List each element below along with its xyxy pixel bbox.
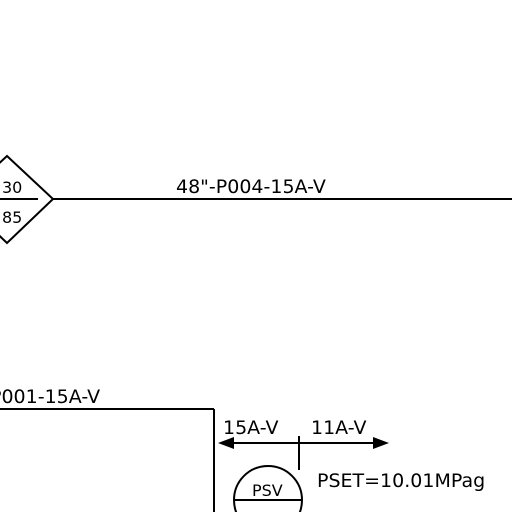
line-label-bottom: P001-15A-V xyxy=(0,386,100,408)
spec-break-left: 15A-V xyxy=(223,417,279,439)
spec-break-arrow-right xyxy=(373,437,389,449)
spec-break-right: 11A-V xyxy=(311,417,367,439)
diamond-symbol xyxy=(0,154,55,245)
spec-break-arrow-left xyxy=(218,437,234,449)
pset-note: PSET=10.01MPag xyxy=(317,470,485,492)
diamond-bottom-value: 85 xyxy=(2,208,22,227)
psv-tag: PSV xyxy=(252,481,283,500)
diamond-top-value: 30 xyxy=(2,178,22,197)
line-label-top: 48"-P004-15A-V xyxy=(176,176,326,198)
